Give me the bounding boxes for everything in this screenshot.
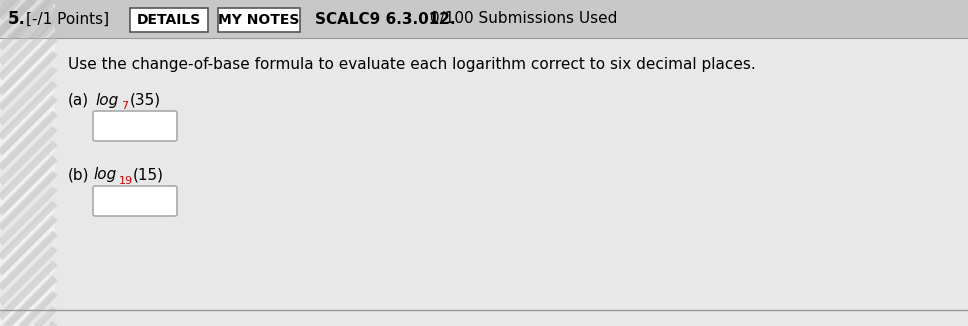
FancyBboxPatch shape <box>218 8 300 32</box>
Polygon shape <box>0 23 55 86</box>
Text: 0/100 Submissions Used: 0/100 Submissions Used <box>430 11 618 26</box>
Polygon shape <box>0 0 55 46</box>
Polygon shape <box>0 183 55 246</box>
Polygon shape <box>0 3 55 66</box>
Text: 7: 7 <box>121 101 128 111</box>
Polygon shape <box>0 263 55 326</box>
Text: DETAILS: DETAILS <box>136 13 201 27</box>
Polygon shape <box>0 103 55 166</box>
Text: (a): (a) <box>68 93 89 108</box>
FancyBboxPatch shape <box>130 8 208 32</box>
FancyBboxPatch shape <box>93 186 177 216</box>
Polygon shape <box>0 163 55 226</box>
Polygon shape <box>0 0 55 26</box>
Polygon shape <box>0 283 55 326</box>
Polygon shape <box>0 243 55 306</box>
FancyBboxPatch shape <box>0 38 968 326</box>
Polygon shape <box>0 143 55 206</box>
Polygon shape <box>0 203 55 266</box>
Text: (b): (b) <box>68 168 89 183</box>
Text: [-/1 Points]: [-/1 Points] <box>26 11 109 26</box>
Polygon shape <box>0 83 55 146</box>
Text: Use the change-of-base formula to evaluate each logarithm correct to six decimal: Use the change-of-base formula to evalua… <box>68 57 756 72</box>
FancyBboxPatch shape <box>93 111 177 141</box>
Text: log: log <box>95 93 118 108</box>
Text: MY NOTES: MY NOTES <box>219 13 300 27</box>
Text: (15): (15) <box>133 168 164 183</box>
Polygon shape <box>0 63 55 126</box>
Polygon shape <box>0 323 55 326</box>
Polygon shape <box>0 0 55 6</box>
Polygon shape <box>0 223 55 286</box>
FancyBboxPatch shape <box>0 0 968 38</box>
Text: log: log <box>93 168 116 183</box>
Text: 5.: 5. <box>8 10 26 28</box>
Text: SCALC9 6.3.012.: SCALC9 6.3.012. <box>315 11 456 26</box>
Polygon shape <box>0 303 55 326</box>
Polygon shape <box>0 43 55 106</box>
Text: 19: 19 <box>119 176 134 186</box>
Polygon shape <box>0 123 55 186</box>
Text: (35): (35) <box>130 93 161 108</box>
